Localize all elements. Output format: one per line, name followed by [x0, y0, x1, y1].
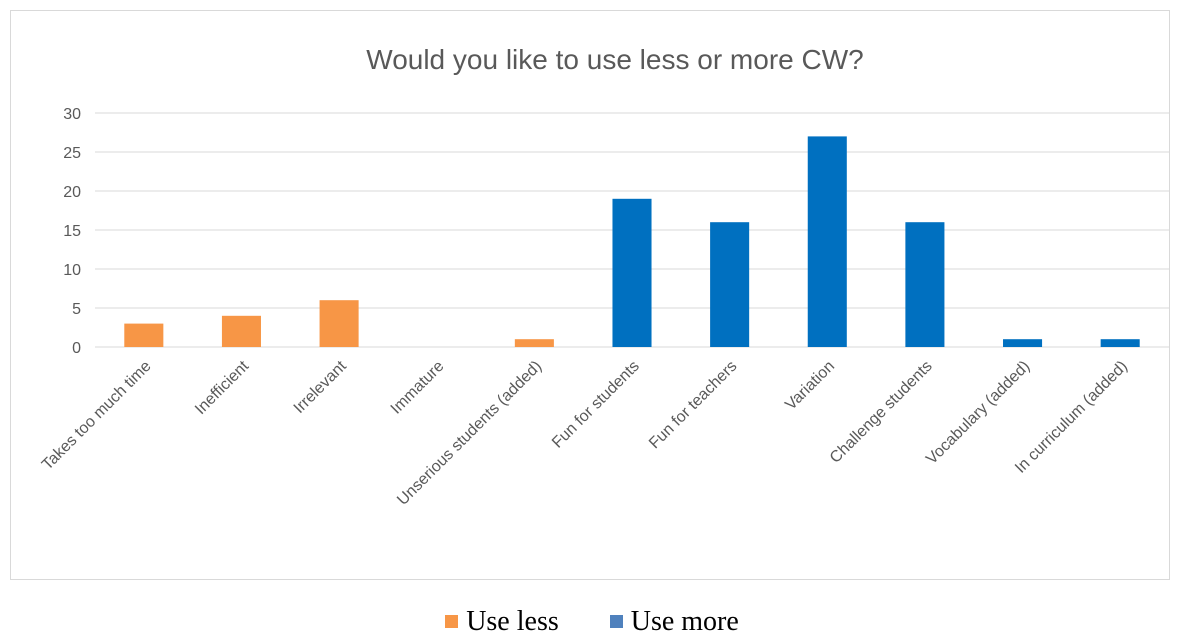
y-tick-label: 5	[72, 301, 81, 318]
chart-frame: Would you like to use less or more CW? 0…	[10, 10, 1170, 580]
bar	[1003, 339, 1043, 347]
x-tick-label: Challenge students	[827, 358, 936, 467]
y-tick-label: 25	[63, 145, 81, 162]
x-tick-label: In curriculum (added)	[1012, 358, 1131, 477]
y-axis-ticks: 0 5 10 15 20 25 30	[63, 106, 81, 357]
x-tick-label: Immature	[388, 358, 448, 418]
y-tick-label: 10	[63, 262, 81, 279]
bar	[124, 323, 164, 347]
x-tick-label: Fun for students	[549, 358, 643, 452]
legend: Use less Use more	[0, 604, 1184, 638]
legend-label-use-less: Use less	[466, 605, 559, 637]
bar	[905, 222, 945, 347]
x-tick-label: Fun for teachers	[646, 358, 740, 452]
bars	[124, 136, 1140, 347]
legend-entry-use-more: Use more	[609, 605, 739, 638]
y-tick-label: 0	[72, 340, 81, 357]
bar	[1100, 339, 1140, 347]
legend-swatch-use-less	[445, 615, 459, 628]
legend-entry-use-less: Use less	[445, 606, 559, 638]
legend-label-use-more: Use more	[630, 605, 739, 637]
chart-title: Would you like to use less or more CW?	[366, 44, 863, 75]
bar	[807, 136, 847, 347]
bar-chart: Would you like to use less or more CW? 0…	[39, 44, 1169, 509]
x-axis-ticks: Takes too much time Inefficient Irrelevant…	[39, 357, 1131, 508]
x-tick-label: Vocabulary (added)	[923, 358, 1033, 468]
x-tick-label: Inefficient	[192, 357, 253, 418]
bar	[221, 315, 261, 347]
x-tick-label: Variation	[782, 358, 838, 414]
y-tick-label: 20	[63, 184, 81, 201]
legend-swatch-use-more	[609, 615, 623, 628]
bar	[612, 198, 652, 347]
x-tick-label: Takes too much time	[39, 358, 155, 474]
bar	[514, 339, 554, 347]
x-tick-label: Irrelevant	[291, 357, 351, 417]
bar	[710, 222, 750, 347]
bar	[319, 300, 359, 347]
y-tick-label: 15	[63, 223, 81, 240]
y-tick-label: 30	[63, 106, 81, 123]
